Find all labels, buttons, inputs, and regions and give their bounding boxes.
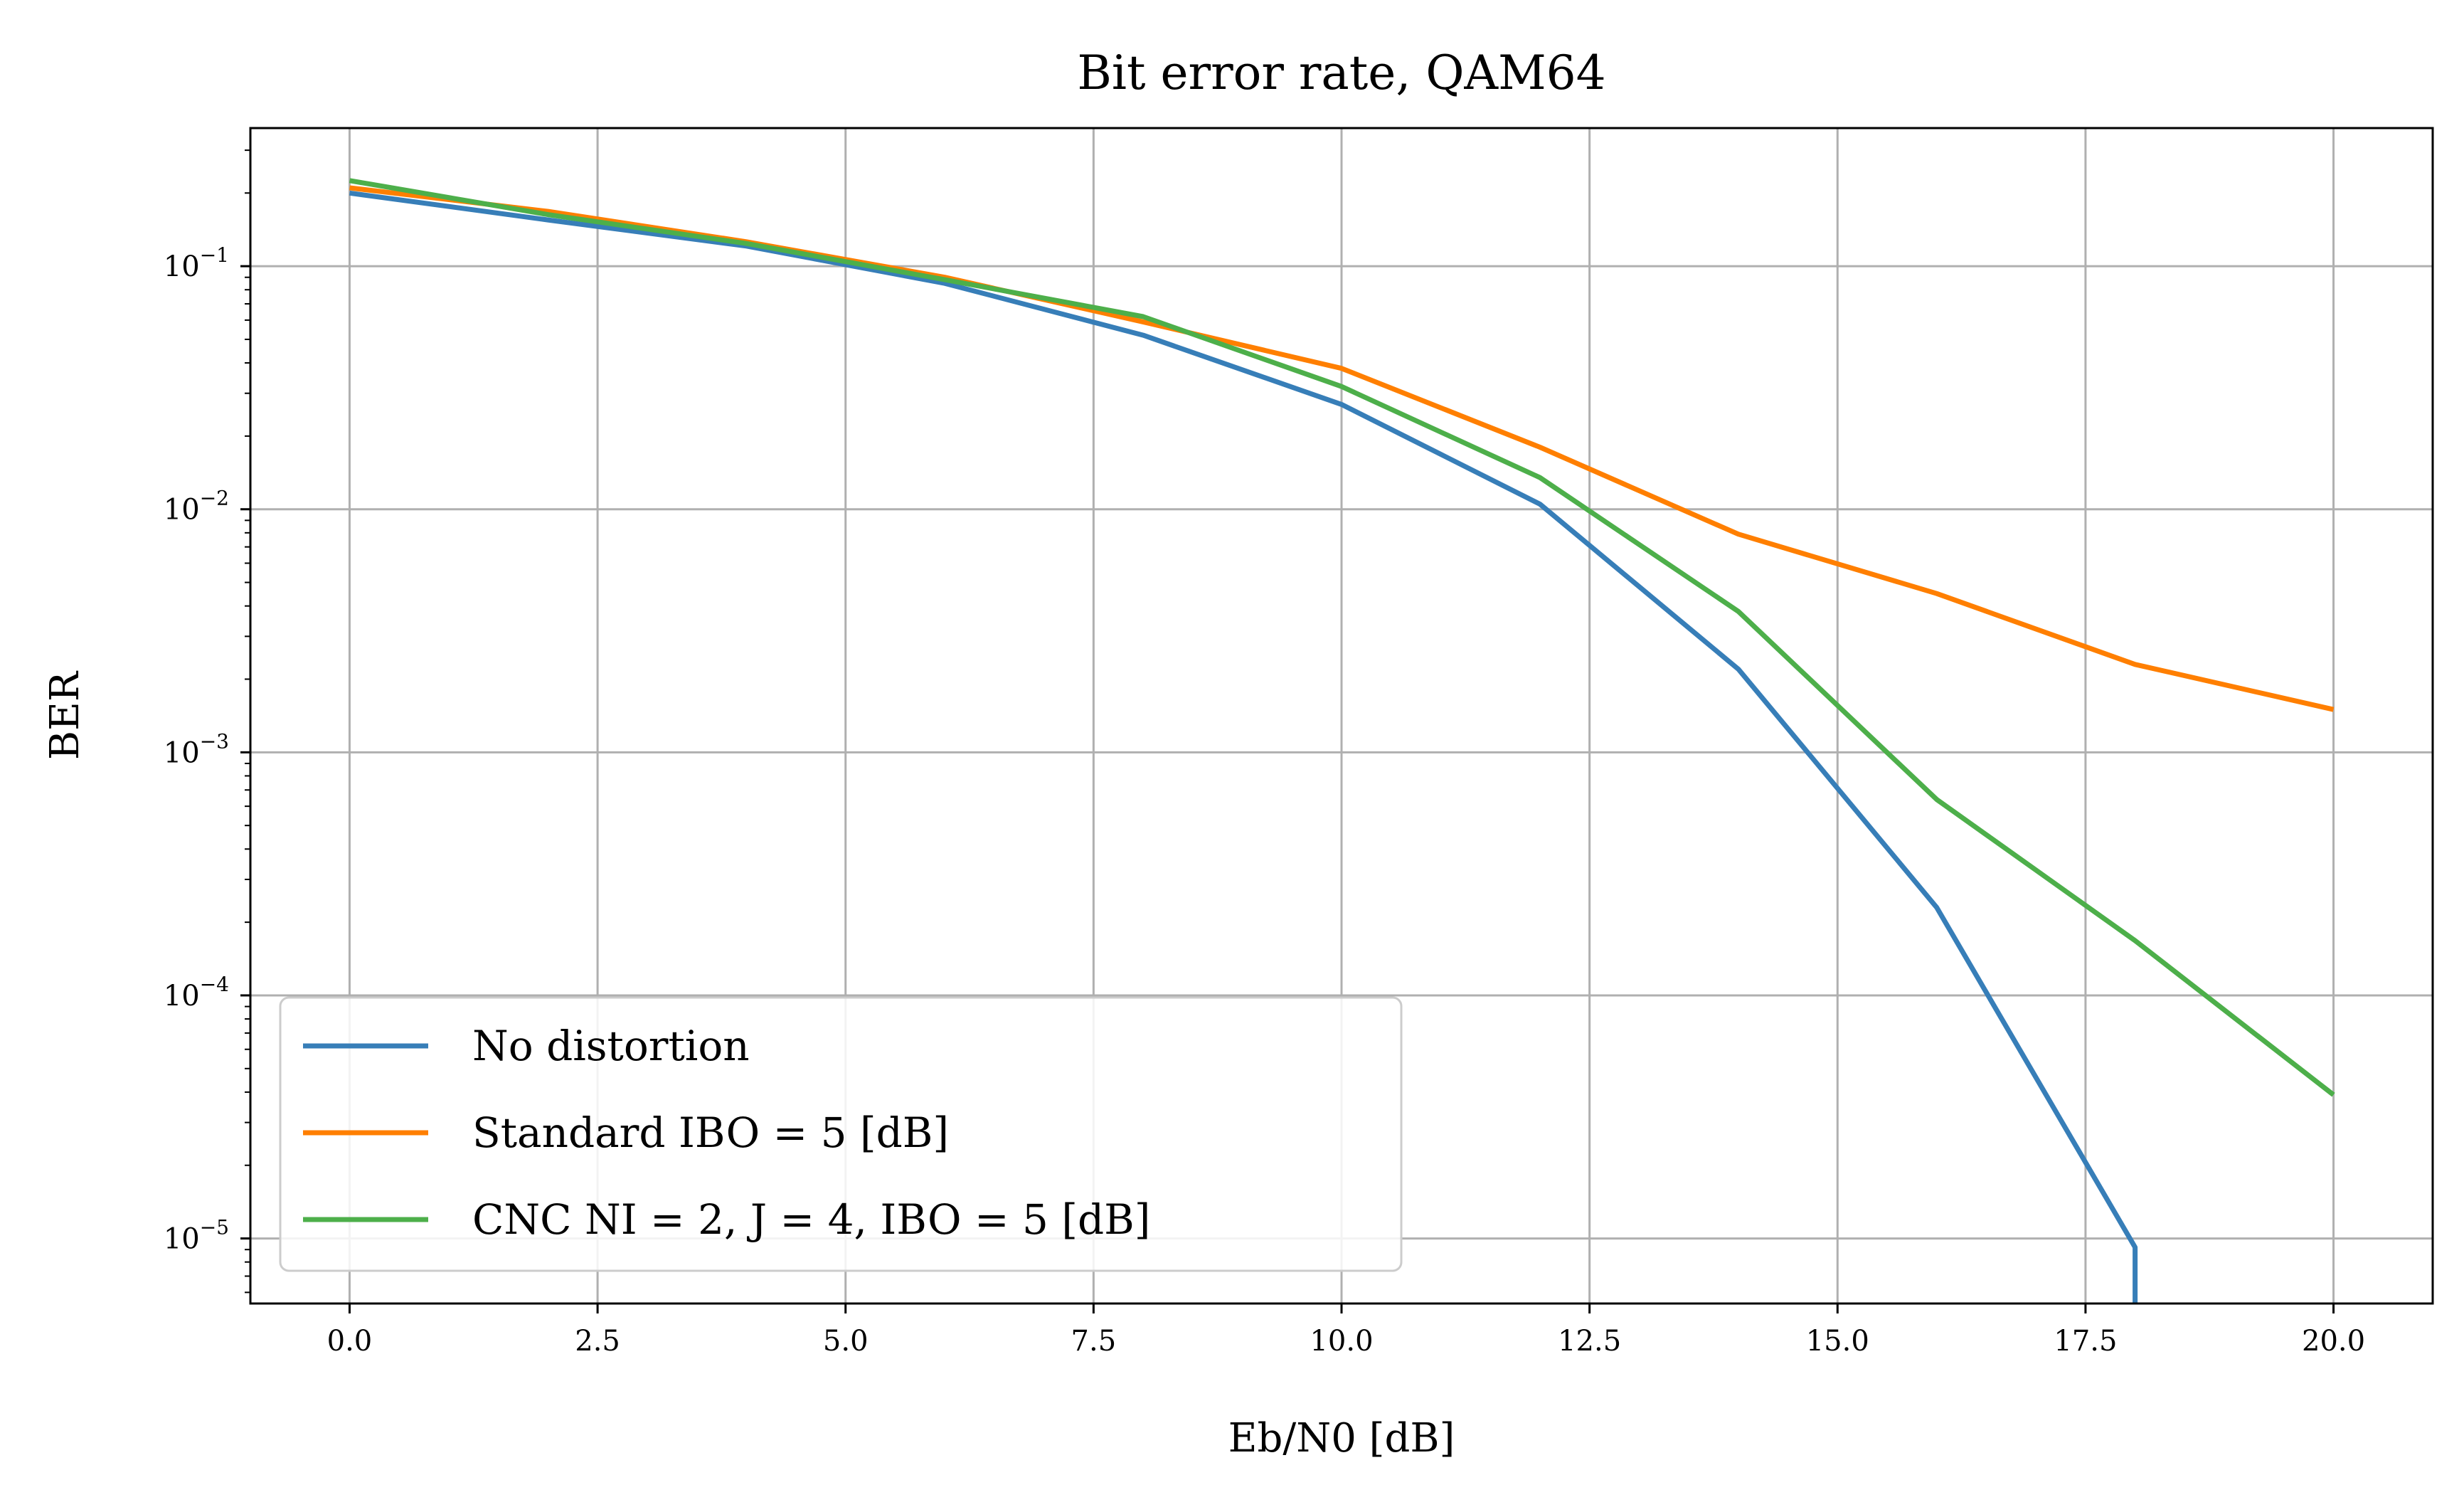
series-lines (349, 178, 2335, 1304)
y-tick-base: 10 (164, 250, 200, 283)
legend-box (279, 996, 1403, 1272)
x-tick-label: 2.5 (575, 1325, 620, 1358)
x-axis-label: Eb/N0 [dB] (1228, 1415, 1455, 1461)
y-tick-label: 10−5 (164, 1216, 229, 1256)
y-tick-base: 10 (164, 736, 200, 769)
y-tick-base: 10 (164, 494, 200, 527)
x-tick-label: 0.0 (327, 1325, 373, 1358)
legend-entry-label: CNC NI = 2, J = 4, IBO = 5 [dB] (472, 1195, 1150, 1244)
y-tick-exponent: −4 (200, 973, 229, 996)
y-tick-base: 10 (164, 1223, 200, 1256)
x-tick-label: 20.0 (2302, 1325, 2365, 1358)
y-axis-label: BER (42, 670, 88, 760)
series-line-3 (349, 178, 2335, 1097)
y-tick-exponent: −5 (200, 1216, 229, 1239)
y-tick-exponent: −3 (200, 729, 229, 753)
y-tick-label: 10−1 (164, 243, 229, 283)
y-tick-label: 10−3 (164, 729, 229, 769)
legend: No distortion Standard IBO = 5 [dB] CNC NI… (279, 996, 1403, 1272)
y-axis: 10−510−410−310−210−1 (164, 149, 250, 1294)
x-tick-label: 5.0 (823, 1325, 869, 1358)
y-tick-exponent: −1 (200, 243, 229, 267)
x-tick-label: 17.5 (2054, 1325, 2117, 1358)
grid (250, 128, 2433, 1304)
y-tick-label: 10−4 (164, 973, 229, 1012)
y-tick-label: 10−2 (164, 487, 229, 527)
y-tick-base: 10 (164, 980, 200, 1012)
legend-entry-label: Standard IBO = 5 [dB] (472, 1109, 949, 1157)
chart-title: Bit error rate, QAM64 (1077, 46, 1605, 100)
series-line-1 (349, 190, 2138, 1304)
x-axis: 0.0 2.5 5.0 7.5 10.0 12.5 15.0 17.5 20.0 (327, 1304, 2365, 1358)
x-tick-label: 7.5 (1071, 1325, 1117, 1358)
x-tick-label: 10.0 (1310, 1325, 1373, 1358)
x-tick-label: 15.0 (1806, 1325, 1869, 1358)
y-tick-exponent: −2 (200, 487, 229, 510)
x-tick-label: 12.5 (1558, 1325, 1621, 1358)
legend-entry-label: No distortion (472, 1022, 750, 1070)
